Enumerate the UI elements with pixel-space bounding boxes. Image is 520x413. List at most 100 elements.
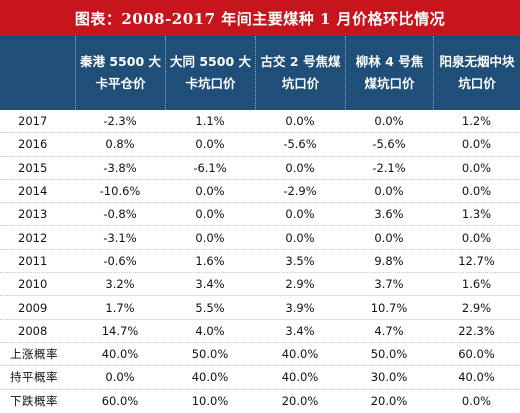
table-row: 2017 -2.3% 1.1% 0.0% 0.0% 1.2% [0,110,520,134]
row-label: 上涨概率 [10,347,58,362]
header-liulin: 柳林 4 号焦煤坑口价 [345,36,433,110]
row-label: 2014 [18,184,48,199]
table-cell: 40.0% [191,370,229,385]
table-cell: 0.0% [461,160,492,175]
table-cell: 20.0% [281,394,319,409]
table-cell: 12.7% [458,253,495,268]
table-cell: 3.4% [195,277,225,292]
table-cell: 0.0% [195,230,225,245]
table-cell: 3.5% [285,253,315,268]
table-cell: 60.0% [458,347,495,362]
table-cell: 0.0% [195,207,225,222]
table-cell: 30.0% [370,370,408,385]
header-datong: 大同 5500 大卡坑口价 [165,36,255,110]
table-cell: 0.0% [374,230,404,245]
table-cell: 1.1% [195,114,225,129]
table-cell: -5.6% [372,137,406,152]
table-cell: 0.0% [285,230,315,245]
table-cell: 60.0% [101,394,139,409]
row-label: 2011 [18,253,48,268]
table-row: 2010 3.2% 3.4% 2.9% 3.7% 1.6% [0,273,520,297]
table-cell: 4.7% [374,323,404,338]
table-cell: 3.9% [285,300,315,315]
table-cell: 3.4% [285,323,315,338]
table-cell: 14.7% [101,323,139,338]
table-cell: 40.0% [281,370,319,385]
table-cell: 4.0% [195,323,225,338]
header-qinhuangdao: 秦港 5500 大卡平仓价 [75,36,165,110]
table-cell: 0.0% [285,160,315,175]
table-cell: 1.2% [461,114,492,129]
table-cell: 50.0% [370,347,408,362]
table-cell: 2.9% [285,277,315,292]
header-corner [0,36,75,110]
table-cell: 1.6% [461,277,492,292]
table-cell: 40.0% [101,347,139,362]
table-row: 持平概率 0.0% 40.0% 40.0% 30.0% 40.0% [0,366,520,390]
table-cell: -6.1% [193,160,227,175]
table-cell: 0.8% [105,137,135,152]
row-label: 2009 [18,300,48,315]
table-row: 2012 -3.1% 0.0% 0.0% 0.0% 0.0% [0,226,520,250]
row-label: 下跌概率 [10,394,58,409]
row-label: 2015 [18,160,48,175]
table-cell: 22.3% [458,323,495,338]
header-label: 大同 5500 大卡坑口价 [170,54,251,91]
table-cell: 50.0% [191,347,229,362]
table-body: 2017 -2.3% 1.1% 0.0% 0.0% 1.2% 2016 0.8% 0.0% -5.… [0,110,520,413]
table-cell: 0.0% [105,370,135,385]
row-label: 2016 [18,137,48,152]
table-row: 2015 -3.8% -6.1% 0.0% -2.1% 0.0% [0,157,520,180]
table-cell: 0.0% [285,114,315,129]
table-row: 2013 -0.8% 0.0% 0.0% 3.6% 1.3% [0,203,520,227]
table-cell: -0.8% [103,207,137,222]
table-cell: -3.1% [103,230,137,245]
table-cell: -2.3% [103,114,137,129]
table-row: 上涨概率 40.0% 50.0% 40.0% 50.0% 60.0% [0,343,520,367]
table-cell: -0.6% [103,253,137,268]
header-label: 柳林 4 号焦煤坑口价 [355,54,424,91]
table-cell: 0.0% [461,137,492,152]
table-header: 秦港 5500 大卡平仓价 大同 5500 大卡坑口价 古交 2 号焦煤坑口价 … [0,36,520,110]
table-cell: 1.7% [105,300,135,315]
table-cell: -3.8% [103,160,137,175]
row-label: 2017 [18,114,48,129]
row-label: 持平概率 [10,370,58,385]
table-cell: 3.7% [374,277,404,292]
table-row: 2014 -10.6% 0.0% -2.9% 0.0% 0.0% [0,180,520,204]
table-cell: 1.3% [461,207,492,222]
table-cell: 2.9% [461,300,492,315]
table-cell: -2.9% [283,184,317,199]
header-yangquan: 阳泉无烟中块坑口价 [433,36,520,110]
header-label: 古交 2 号焦煤坑口价 [260,54,341,91]
table-cell: 40.0% [458,370,495,385]
table-row: 下跌概率 60.0% 10.0% 20.0% 20.0% 0.0% [0,390,520,413]
table-row: 2009 1.7% 5.5% 3.9% 10.7% 2.9% [0,296,520,320]
table-row: 2008 14.7% 4.0% 3.4% 4.7% 22.3% [0,320,520,343]
table-cell: 5.5% [195,300,225,315]
table-cell: -2.1% [372,160,406,175]
table-cell: -10.6% [99,184,141,199]
table-cell: -5.6% [283,137,317,152]
table-cell: 0.0% [461,230,492,245]
header-gujiao: 古交 2 号焦煤坑口价 [255,36,345,110]
table-cell: 10.7% [370,300,408,315]
table-cell: 0.0% [195,184,225,199]
table-row: 2016 0.8% 0.0% -5.6% -5.6% 0.0% [0,133,520,157]
header-label: 阳泉无烟中块坑口价 [439,54,515,91]
table-cell: 0.0% [374,184,404,199]
table-cell: 0.0% [461,184,492,199]
table-row: 2011 -0.6% 1.6% 3.5% 9.8% 12.7% [0,250,520,274]
table-title: 图表：2008-2017 年间主要煤种 1 月价格环比情况 [0,0,520,36]
row-label: 2010 [18,277,48,292]
table-cell: 0.0% [195,137,225,152]
table-cell: 3.6% [374,207,404,222]
row-label: 2013 [18,207,48,222]
table-cell: 3.2% [105,277,135,292]
row-label: 2008 [18,323,48,338]
header-label: 秦港 5500 大卡平仓价 [80,54,161,91]
table-cell: 0.0% [374,114,404,129]
table-cell: 9.8% [374,253,404,268]
table-cell: 20.0% [370,394,408,409]
table-cell: 1.6% [195,253,225,268]
